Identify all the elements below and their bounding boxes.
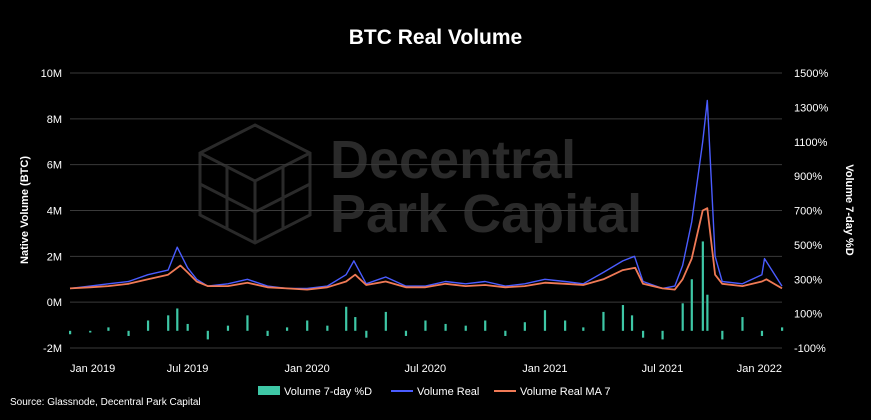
x-tick-label: Jan 2021 — [522, 363, 567, 375]
chart-title: BTC Real Volume — [348, 26, 523, 49]
right-tick-label: 700% — [794, 206, 822, 218]
pct-change-bar — [706, 294, 709, 331]
pct-change-bar — [641, 330, 645, 338]
pct-change-bar — [543, 310, 547, 331]
pct-change-bar — [582, 327, 585, 331]
x-tick-label: Jan 2022 — [737, 363, 782, 375]
pct-change-bar — [146, 320, 150, 331]
pct-change-bar — [630, 315, 634, 331]
watermark-line1: Decentral — [330, 130, 576, 190]
right-tick-label: 1500% — [794, 68, 828, 80]
pct-change-bar — [384, 311, 387, 331]
right-tick-label: 1300% — [794, 102, 828, 114]
right-axis-title: Volume 7-day %D — [843, 164, 855, 256]
pct-change-bar — [285, 327, 289, 331]
right-tick-label: 1100% — [794, 137, 828, 149]
x-tick-label: Jul 2019 — [167, 363, 209, 375]
pct-change-bar — [127, 330, 130, 336]
pct-change-bar — [444, 323, 447, 331]
pct-change-bar — [354, 317, 357, 331]
right-tick-label: 500% — [794, 240, 822, 252]
x-axis-ticks: Jan 2019 Jul 2019 Jan 2020 Jul 2020 Jan 2021… — [70, 363, 782, 375]
pct-change-bar — [306, 320, 309, 331]
right-tick-label: 300% — [794, 274, 822, 286]
x-tick-label: Jul 2020 — [405, 363, 447, 375]
legend-swatch-0 — [258, 386, 280, 395]
legend-label-1: Volume Real — [417, 386, 479, 398]
pct-change-bar — [681, 303, 684, 331]
pct-change-bar — [107, 327, 110, 331]
pct-change-bar — [176, 308, 179, 331]
cube-logo — [198, 123, 312, 245]
pct-change-bar — [404, 330, 408, 336]
pct-change-bar — [167, 315, 170, 331]
pct-change-bar — [721, 330, 724, 340]
left-tick-label: 10M — [41, 68, 62, 80]
left-tick-label: 8M — [47, 114, 62, 126]
pct-change-bar — [781, 327, 784, 331]
x-tick-label: Jan 2019 — [70, 363, 115, 375]
legend-label-2: Volume Real MA 7 — [520, 386, 611, 398]
right-tick-label: -100% — [794, 343, 826, 355]
pct-change-bar — [345, 306, 348, 331]
x-tick-label: Jan 2020 — [284, 363, 329, 375]
pct-change-bar — [741, 317, 744, 331]
pct-change-bar — [760, 330, 764, 336]
pct-change-bar — [504, 330, 507, 336]
pct-change-bar — [424, 320, 427, 331]
pct-change-bar — [246, 315, 249, 331]
left-tick-label: 2M — [47, 251, 62, 263]
pct-change-bar — [602, 311, 605, 331]
right-tick-label: 900% — [794, 171, 822, 183]
pct-change-bar — [206, 330, 209, 340]
legend: Volume 7-day %D Volume Real Volume Real MA… — [258, 386, 611, 398]
pct-change-bar — [365, 330, 368, 338]
legend-label-0: Volume 7-day %D — [284, 386, 372, 398]
pct-change-bar — [464, 325, 467, 331]
watermark-line2: Park Capital — [330, 184, 642, 244]
right-axis-ticks: -100% 100% 300% 500% 700% 900% 1100% 1300% 1500% — [794, 68, 828, 355]
pct-change-bar — [523, 322, 526, 331]
left-tick-label: 6M — [47, 160, 62, 172]
right-tick-label: 100% — [794, 309, 822, 321]
source-note: Source: Glassnode, Decentral Park Capita… — [10, 397, 201, 408]
left-tick-label: 4M — [47, 206, 62, 218]
pct-change-bar — [226, 325, 230, 331]
left-tick-label: 0M — [47, 297, 62, 309]
volume-real-ma7-line — [69, 207, 783, 291]
watermark: Decentral Park Capital — [198, 123, 642, 245]
pct-change-bar — [564, 320, 567, 331]
gridlines — [70, 72, 782, 349]
pct-change-bar — [89, 330, 92, 333]
pct-change-bar — [621, 305, 625, 331]
pct-change-bar — [69, 330, 72, 335]
x-tick-label: Jul 2021 — [642, 363, 684, 375]
series-lines — [69, 99, 783, 291]
pct-change-bar — [484, 320, 487, 331]
volume-real-line — [69, 99, 783, 290]
pct-change-bar — [701, 241, 704, 331]
pct-change-bar — [266, 330, 269, 336]
pct-change-bar — [326, 325, 329, 331]
pct-change-bar — [661, 330, 664, 340]
left-axis-ticks: -2M 0M 2M 4M 6M 8M 10M — [41, 68, 62, 355]
pct-change-bars — [69, 241, 784, 340]
left-axis-title: Native Volume (BTC) — [19, 156, 31, 264]
pct-change-bar — [690, 279, 693, 331]
left-tick-label: -2M — [43, 343, 62, 355]
pct-change-bar — [186, 323, 189, 331]
